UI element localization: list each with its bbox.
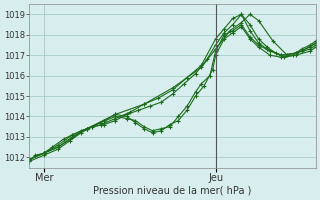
X-axis label: Pression niveau de la mer( hPa ): Pression niveau de la mer( hPa ) <box>93 186 252 196</box>
